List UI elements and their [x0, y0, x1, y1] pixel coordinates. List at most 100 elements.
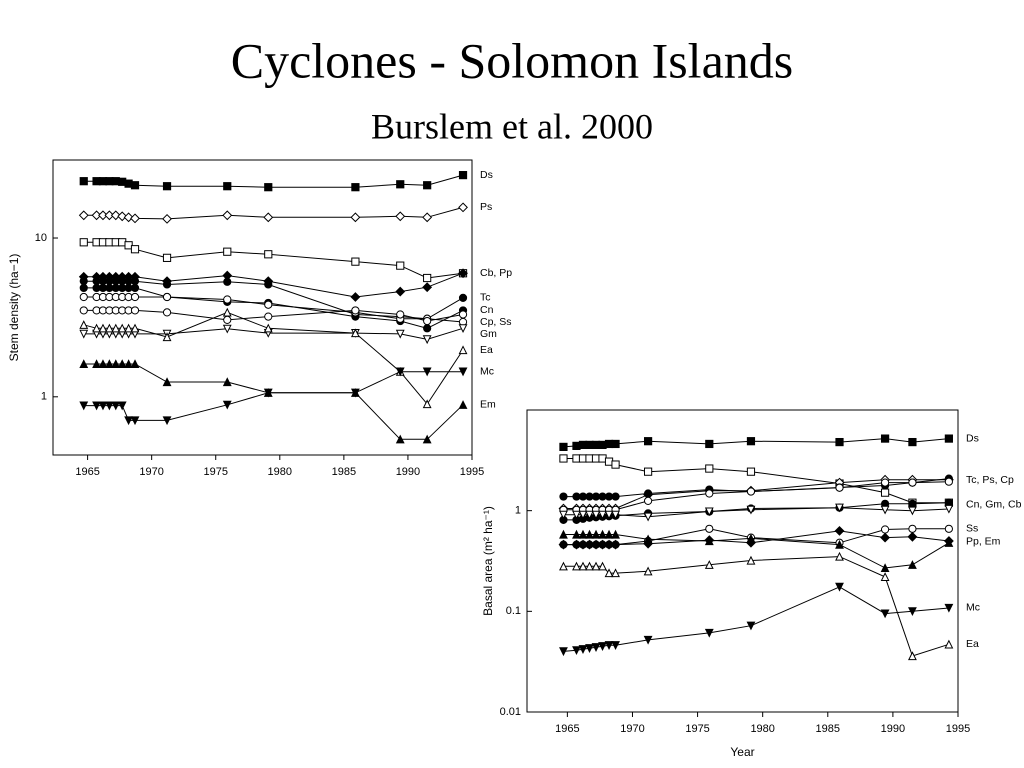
marker: [395, 367, 405, 377]
series-line: [83, 206, 464, 220]
marker: [746, 621, 756, 631]
marker: [423, 181, 432, 190]
series-label: Cb, Pp: [480, 267, 512, 279]
marker: [92, 359, 101, 369]
series-label: Ss: [966, 523, 978, 535]
x-tick-label: 1990: [881, 723, 905, 735]
marker: [79, 177, 88, 186]
marker: [591, 539, 601, 550]
marker: [643, 496, 653, 506]
marker: [944, 538, 954, 547]
marker: [584, 539, 595, 550]
marker: [223, 182, 232, 191]
series-label: Mc: [966, 602, 980, 614]
marker: [704, 536, 714, 546]
marker: [263, 212, 274, 223]
marker: [908, 506, 917, 516]
marker: [591, 643, 601, 652]
marker: [222, 377, 232, 387]
marker: [117, 359, 127, 369]
marker: [351, 257, 360, 266]
series-label: Pp, Em: [966, 536, 1001, 548]
marker: [643, 437, 653, 446]
marker: [611, 529, 620, 539]
marker: [123, 212, 134, 223]
series-line: [83, 309, 464, 322]
marker: [610, 539, 621, 550]
marker: [908, 437, 917, 447]
marker: [611, 641, 620, 651]
marker: [222, 210, 233, 221]
series-line: [83, 174, 464, 188]
marker: [746, 467, 756, 476]
marker: [422, 282, 433, 293]
marker: [423, 324, 432, 333]
marker: [835, 551, 844, 561]
marker: [263, 323, 273, 333]
marker: [835, 437, 844, 447]
marker: [395, 329, 405, 339]
marker: [835, 539, 844, 549]
marker: [458, 268, 468, 279]
marker: [351, 306, 360, 315]
marker: [104, 210, 115, 221]
series-line: [563, 507, 949, 518]
marker: [908, 499, 917, 508]
marker: [598, 529, 607, 539]
marker: [264, 280, 273, 289]
marker: [422, 212, 433, 223]
marker: [604, 641, 614, 651]
marker: [559, 492, 568, 501]
series-label: Em: [480, 399, 496, 411]
marker: [578, 510, 588, 520]
series-line: [83, 296, 464, 323]
x-tick-label: 1970: [139, 466, 163, 478]
series-label: Ds: [966, 432, 979, 444]
marker: [458, 324, 468, 334]
marker: [746, 437, 756, 446]
marker: [423, 316, 432, 326]
marker: [880, 525, 890, 534]
marker: [350, 292, 361, 302]
marker: [611, 568, 620, 578]
marker: [705, 464, 714, 473]
marker: [458, 367, 468, 377]
series-line: [83, 272, 464, 298]
series-line: [83, 287, 464, 329]
x-tick-label: 1995: [946, 723, 970, 735]
marker: [79, 359, 89, 369]
marker: [611, 460, 620, 469]
marker: [908, 560, 917, 569]
series-line: [83, 363, 464, 440]
y-axis-label: Basal area (m² ha⁻¹): [481, 506, 495, 616]
marker: [704, 628, 714, 638]
y-tick-label: 1: [41, 391, 47, 403]
marker: [117, 211, 128, 222]
marker: [585, 561, 594, 571]
marker: [162, 377, 172, 387]
series-label: Cp, Ss: [480, 316, 512, 328]
marker: [124, 359, 134, 369]
x-tick-label: 1975: [685, 723, 709, 735]
marker: [117, 323, 127, 333]
marker: [585, 644, 594, 653]
marker: [944, 639, 954, 649]
marker: [578, 529, 588, 539]
slide-subtitle: Burslem et al. 2000: [371, 106, 653, 146]
marker: [458, 400, 468, 409]
marker: [559, 529, 568, 539]
y-tick-label: 1: [515, 505, 521, 517]
marker: [572, 510, 581, 520]
series-line: [83, 311, 464, 405]
x-tick-label: 1975: [203, 466, 227, 478]
marker: [880, 488, 890, 497]
marker: [396, 310, 405, 319]
series-label: Tc, Ps, Cp: [966, 474, 1014, 486]
marker: [604, 529, 614, 539]
marker: [880, 609, 890, 619]
marker: [880, 572, 890, 581]
x-tick-label: 1995: [460, 466, 484, 478]
marker: [944, 524, 953, 533]
marker: [643, 512, 653, 522]
marker: [104, 323, 114, 333]
